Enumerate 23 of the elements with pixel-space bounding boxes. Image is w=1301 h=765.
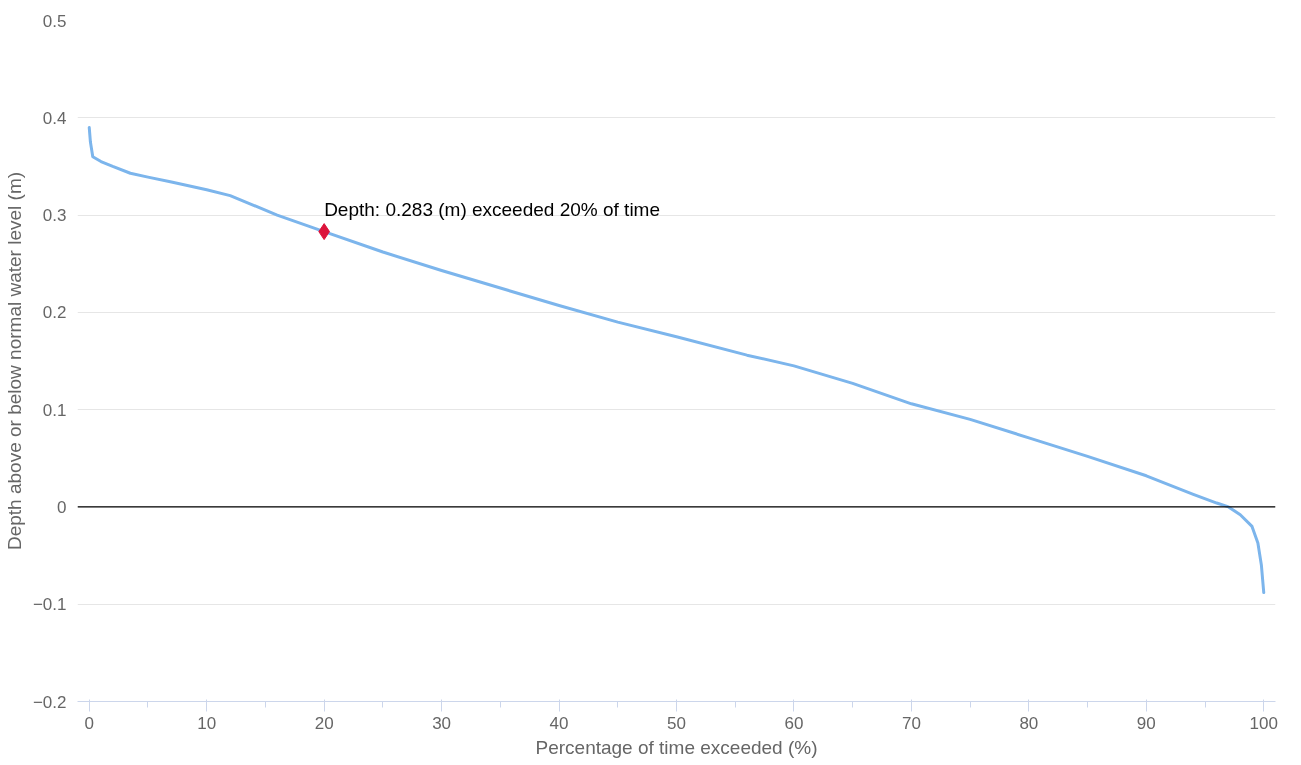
- line-series: [87, 126, 1266, 595]
- y-tick-label: 0: [57, 497, 67, 517]
- x-tick-label: 60: [784, 713, 804, 733]
- x-tick-label: 10: [197, 713, 217, 733]
- annotation: Depth: 0.283 (m) exceeded 20% of time: [324, 198, 661, 220]
- y-tick-label: −0.2: [32, 692, 67, 712]
- x-tick-label: 90: [1136, 713, 1156, 733]
- x-tick-label: 0: [84, 713, 94, 733]
- y-tick-label: 0.2: [42, 303, 67, 323]
- x-tick-label: 30: [432, 713, 452, 733]
- x-tick-label: 70: [901, 713, 921, 733]
- y-tick-label: 0.5: [42, 11, 67, 31]
- x-axis-title: Percentage of time exceeded (%): [535, 736, 818, 758]
- y-axis-title: Depth above or below normal water level (m): [3, 171, 25, 551]
- x-tick-label: 80: [1019, 713, 1039, 733]
- y-tick-label: 0.1: [42, 400, 67, 420]
- x-tick-label: 40: [549, 713, 569, 733]
- x-tick-label: 100: [1249, 713, 1278, 733]
- y-tick-label: −0.1: [32, 595, 67, 615]
- x-tick-label: 50: [667, 713, 686, 733]
- y-tick-label: 0.3: [42, 206, 67, 226]
- x-tick-label: 20: [314, 713, 334, 733]
- y-tick-label: 0.4: [42, 108, 67, 128]
